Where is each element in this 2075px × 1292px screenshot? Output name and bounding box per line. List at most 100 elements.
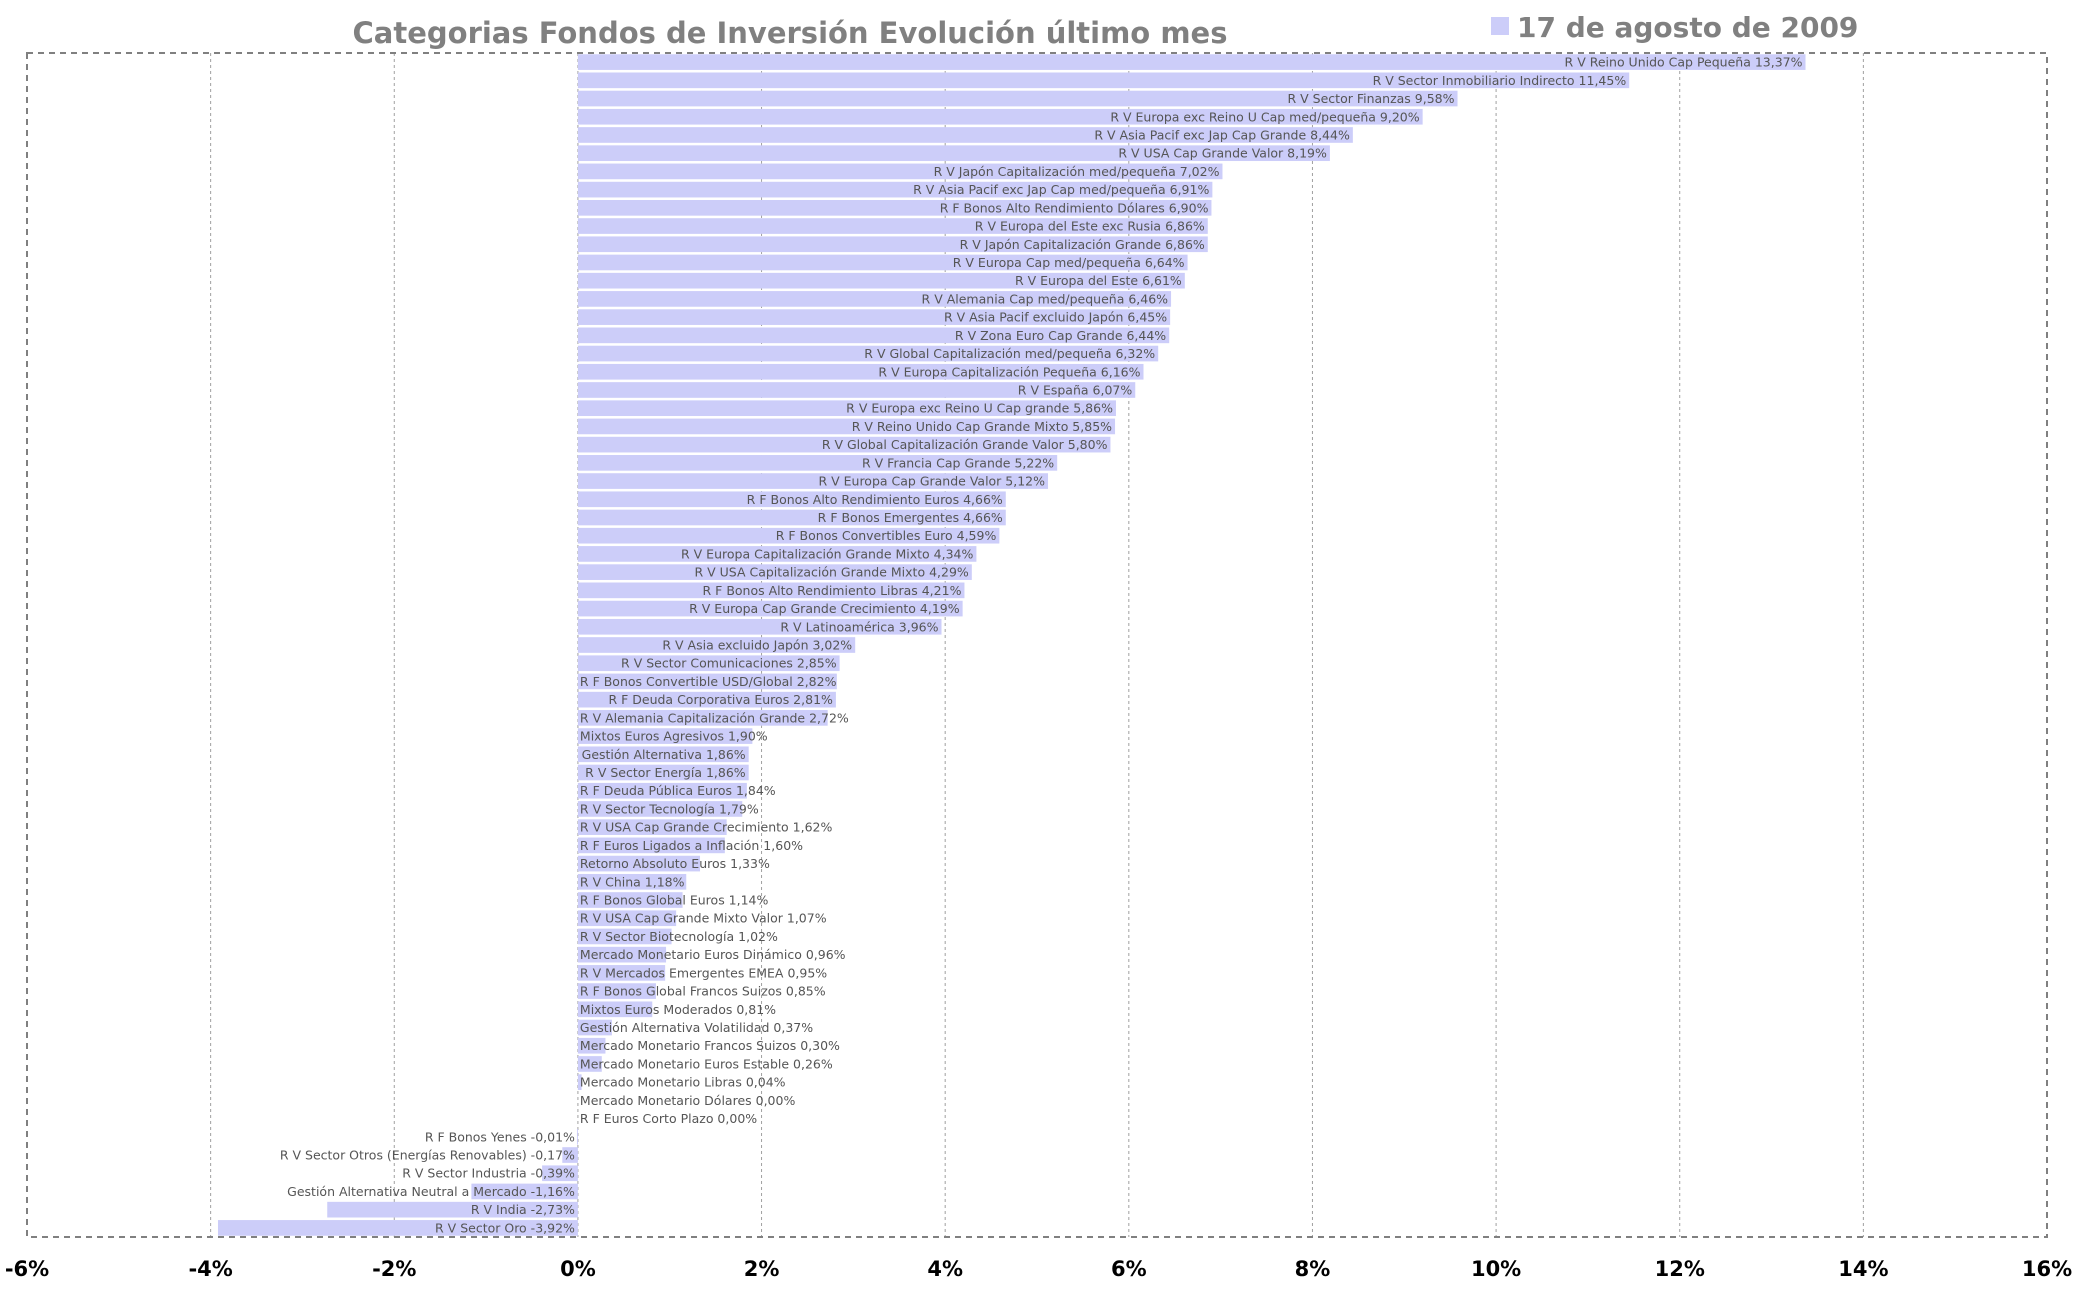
bar-label: R F Bonos Alto Rendimiento Euros 4,66%: [747, 492, 1003, 507]
bar-label: R V Asia Pacif exc Jap Cap med/pequeña 6…: [913, 182, 1209, 197]
bar-label: Mercado Monetario Euros Dinámico 0,96%: [580, 947, 846, 962]
bar-label: R V Asia Pacif excluido Japón 6,45%: [944, 310, 1167, 325]
bar-label: R V Europa del Este exc Rusia 6,86%: [975, 219, 1205, 234]
bar-label: R F Bonos Yenes -0,01%: [425, 1129, 575, 1144]
bar-label: R F Bonos Global Francos Suizos 0,85%: [580, 984, 826, 999]
bar: [577, 54, 1806, 70]
bar-label: R V Europa exc Reino U Cap grande 5,86%: [846, 401, 1113, 416]
x-axis-ticks: -6% -4% -2% 0% 2% 4% 6% 8% 10% 12% 14% 16%: [5, 1257, 2072, 1281]
x-tick-label: 0%: [560, 1257, 596, 1281]
bar: [577, 728, 753, 744]
bar-label: R V Mercados Emergentes EMEA 0,95%: [580, 965, 827, 980]
bar-label: R F Bonos Alto Rendimiento Libras 4,21%: [703, 583, 962, 598]
bar: [577, 1074, 582, 1091]
bar: [577, 400, 1116, 417]
bar-label: R V Asia Pacif exc Jap Cap Grande 8,44%: [1094, 127, 1350, 142]
bar: [577, 527, 1000, 544]
bar: [577, 272, 1185, 289]
bar: [577, 291, 1172, 307]
bar: [577, 327, 1170, 344]
bar: [577, 928, 672, 945]
bar: [577, 473, 1049, 489]
plot-frame: [26, 52, 2048, 1238]
bar: [577, 746, 749, 763]
bar: [577, 873, 687, 890]
bar-label: R F Euros Ligados a Inflación 1,60%: [580, 838, 803, 853]
bar: [577, 655, 840, 672]
bar: [577, 892, 683, 908]
bar: [577, 1056, 602, 1072]
bar-label: Mixtos Euros Agresivos 1,90%: [580, 729, 768, 744]
bar: [471, 1183, 578, 1200]
bar: [577, 72, 1630, 89]
x-tick-label: 6%: [1111, 1257, 1147, 1281]
bar-label: R V USA Cap Grande Crecimiento 1,62%: [580, 820, 833, 835]
bar: [327, 1201, 578, 1218]
bar-label: R V Europa Capitalización Pequeña 6,16%: [878, 364, 1140, 379]
bar-label: R F Bonos Alto Rendimiento Dólares 6,90%: [940, 200, 1209, 215]
bar: [577, 1037, 606, 1054]
bar: [577, 946, 667, 963]
bar-label: R V Alemania Capitalización Grande 2,72%: [580, 710, 849, 725]
bar: [562, 1147, 578, 1163]
bar: [577, 218, 1208, 234]
bar-label: R V Sector Inmobiliario Indirecto 11,45%: [1373, 73, 1627, 88]
x-tick-label: 14%: [1838, 1257, 1888, 1281]
bar-label: R V USA Capitalización Grande Mixto 4,29…: [694, 565, 968, 580]
bar: [577, 418, 1116, 435]
bar-label: R V USA Cap Grande Valor 8,19%: [1118, 146, 1327, 161]
bar-label: R V Europa Cap Grande Valor 5,12%: [818, 474, 1045, 489]
bar: [577, 254, 1188, 271]
bar-label: R F Deuda Pública Euros 1,84%: [580, 783, 776, 798]
bar-label: R V Europa Cap med/pequeña 6,64%: [953, 255, 1185, 270]
bar-label: R V India -2,73%: [471, 1202, 575, 1217]
bar-label: R V España 6,07%: [1018, 382, 1133, 397]
bar-label: R F Bonos Global Euros 1,14%: [580, 893, 769, 908]
bar: [577, 855, 701, 872]
bar-label: R F Bonos Convertibles Euro 4,59%: [776, 528, 997, 543]
bar-label: R V Reino Unido Cap Grande Mixto 5,85%: [852, 419, 1112, 434]
bar-label: Gestión Alternativa Volatilidad 0,37%: [580, 1020, 813, 1035]
bar-label: Mercado Monetario Euros Estable 0,26%: [580, 1056, 833, 1071]
bar: [577, 837, 725, 854]
bar-label: R V Japón Capitalización med/pequeña 7,0…: [934, 164, 1220, 179]
bar: [577, 546, 977, 562]
bar-label: Mercado Monetario Francos Suizos 0,30%: [580, 1038, 840, 1053]
x-tick-label: 16%: [2022, 1257, 2072, 1281]
bar: [542, 1165, 578, 1182]
bar-label: R V China 1,18%: [580, 874, 685, 889]
bar: [577, 90, 1458, 107]
bar-label: R V Zona Euro Cap Grande 6,44%: [955, 328, 1166, 343]
x-tick-label: -4%: [188, 1257, 232, 1281]
bar-label: R F Bonos Emergentes 4,66%: [818, 510, 1003, 525]
bar: [577, 163, 1223, 180]
bar-label: R V Japón Capitalización Grande 6,86%: [960, 237, 1205, 252]
bar: [577, 600, 963, 617]
x-tick-label: -2%: [372, 1257, 416, 1281]
bar-label: Gestión Alternativa Neutral a Mercado -1…: [287, 1184, 575, 1199]
bar-label: R V Sector Tecnología 1,79%: [580, 801, 759, 816]
x-tick-label: -6%: [5, 1257, 49, 1281]
bar-label: R V Sector Energía 1,86%: [585, 765, 746, 780]
bar-label: R V Latinoamérica 3,96%: [780, 619, 938, 634]
bar: [577, 673, 837, 690]
bar-label: R V Reino Unido Cap Pequeña 13,37%: [1565, 55, 1803, 70]
bar: [577, 145, 1330, 162]
bar: [577, 764, 749, 781]
bar: [577, 127, 1353, 143]
bar: [577, 819, 727, 835]
bar: [577, 965, 666, 981]
bar-label: Mercado Monetario Dólares 0,00%: [580, 1093, 796, 1108]
legend: 17 de agosto de 2009: [1491, 11, 1858, 44]
bar: [577, 382, 1136, 398]
bar-label: Retorno Absoluto Euros 1,33%: [580, 856, 770, 871]
x-tick-label: 12%: [1655, 1257, 1705, 1281]
bar: [577, 801, 743, 817]
bar: [577, 710, 828, 726]
legend-swatch: [1491, 17, 1509, 35]
bar-label: R V Global Capitalización med/pequeña 6,…: [864, 346, 1155, 361]
bar-label: R V Europa Capitalización Grande Mixto 4…: [681, 546, 974, 561]
bar: [577, 1001, 653, 1018]
bar: [577, 509, 1006, 526]
bar-label: R F Euros Corto Plazo 0,00%: [580, 1111, 757, 1126]
